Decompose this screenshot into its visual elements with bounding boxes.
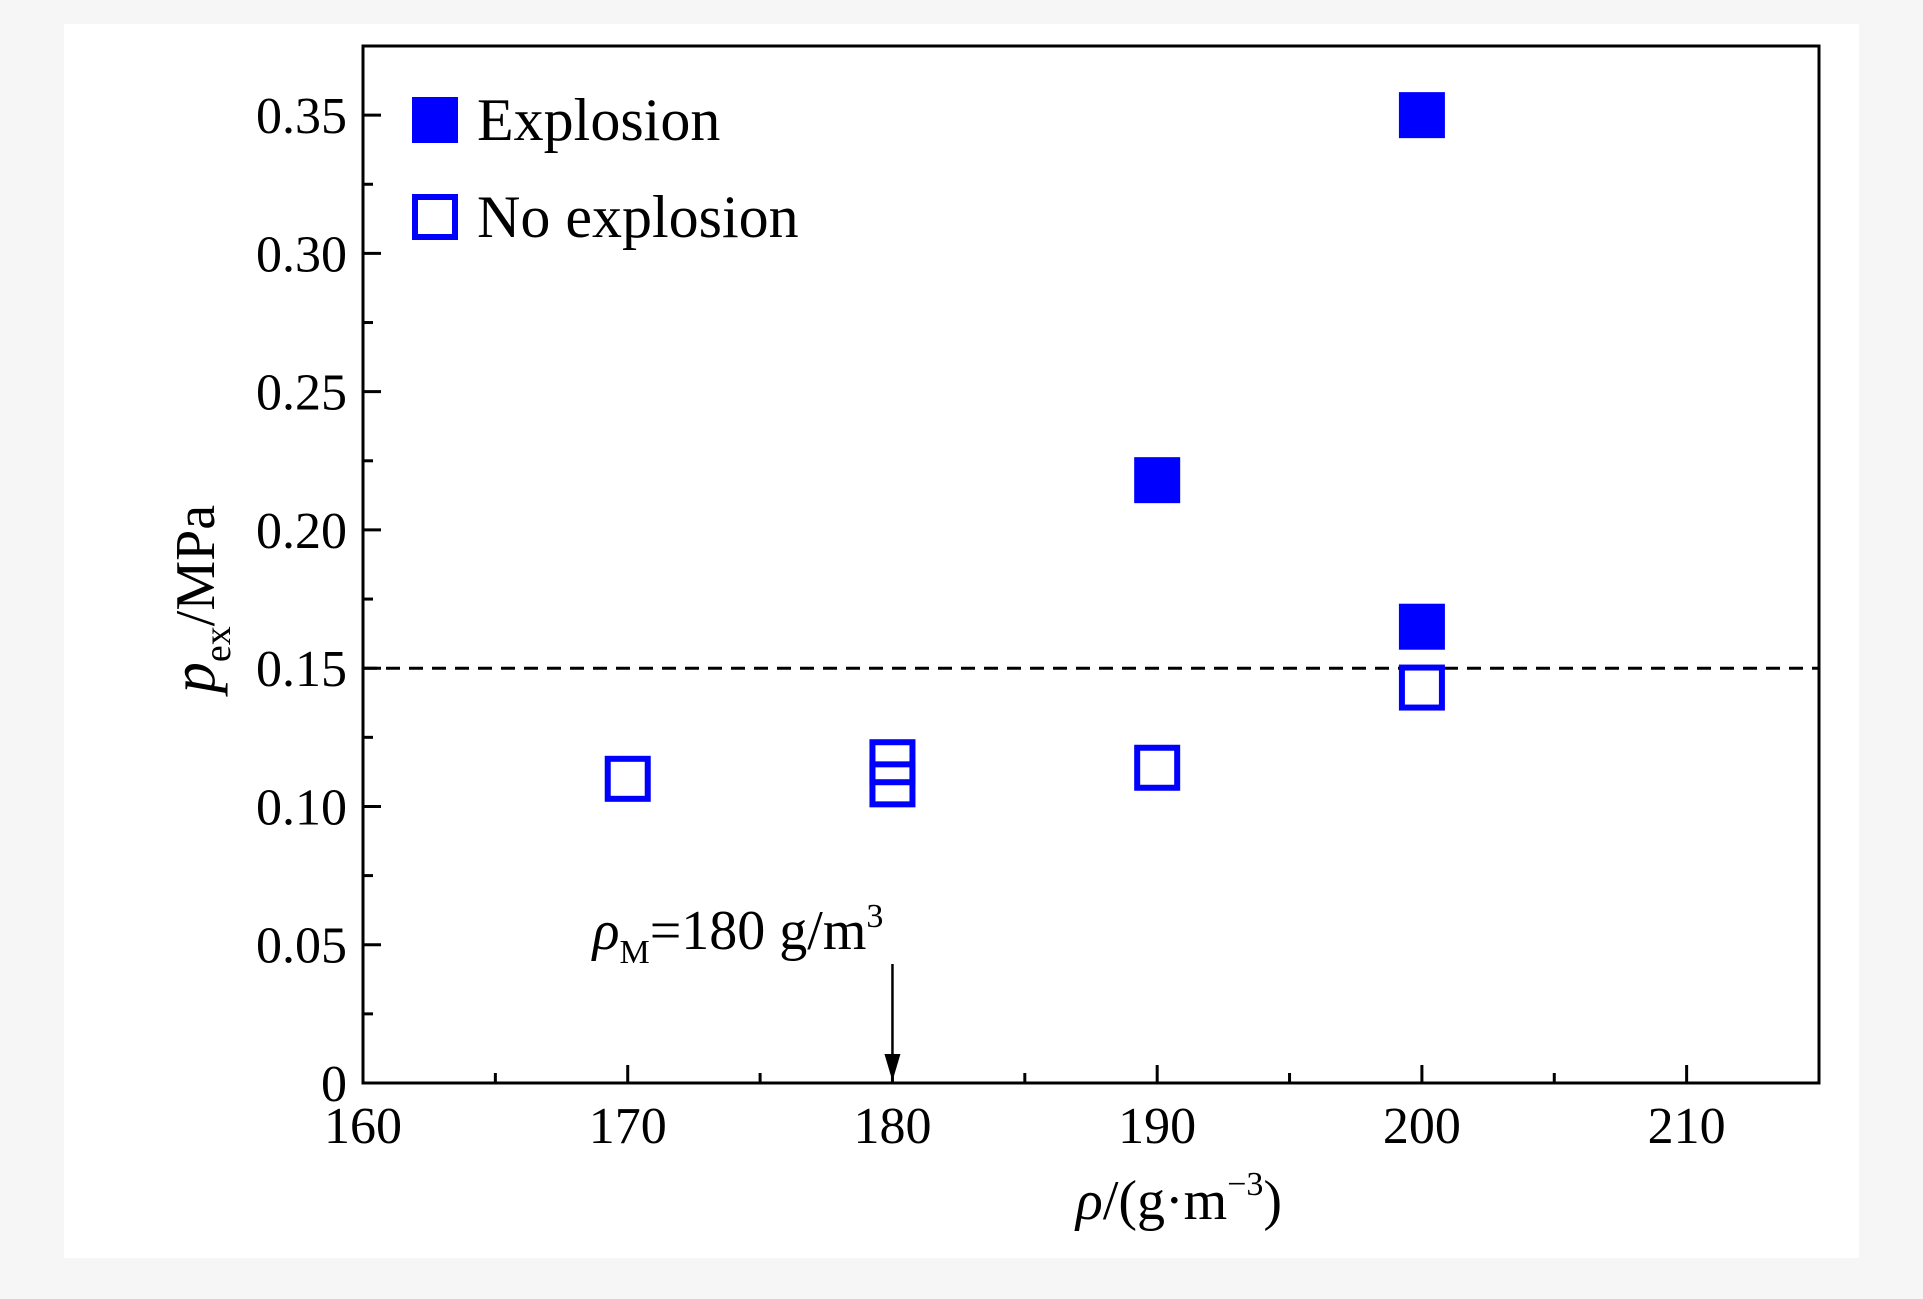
x-tick-label: 180	[853, 1098, 931, 1155]
legend-label: Explosion	[477, 87, 720, 153]
explosion-point	[1398, 92, 1445, 139]
y-tick-label: 0.20	[256, 503, 347, 560]
y-tick-label: 0	[321, 1056, 347, 1113]
y-axis-unit: /MPa	[165, 505, 227, 626]
x-tick-label: 160	[324, 1098, 402, 1155]
annotation-value: =180 g/m	[650, 900, 867, 962]
x-axis-symbol: ρ	[1074, 1170, 1103, 1232]
plot-frame	[361, 44, 1821, 1085]
no-explosion-point	[869, 739, 916, 786]
plot-layer: 160 170 180 190 200 210 0 0.05 0.10 0.15 0.20 0.25 0…	[256, 44, 1821, 1155]
y-tick-label: 0.10	[256, 779, 347, 836]
no-explosion-point	[1398, 664, 1445, 711]
legend-marker-filled	[412, 97, 458, 143]
annotation-arrow-head	[884, 1054, 901, 1081]
x-tick-label: 170	[589, 1098, 667, 1155]
y-tick-label: 0.35	[256, 88, 347, 145]
annotation-superscript: 3	[866, 898, 883, 935]
x-tick-label: 210	[1648, 1098, 1726, 1155]
x-axis-close-paren: )	[1263, 1170, 1282, 1232]
explosion-point	[1398, 603, 1445, 650]
y-axis-symbol: p	[160, 662, 228, 697]
no-explosion-point	[604, 755, 651, 802]
legend-label: No explosion	[477, 184, 799, 250]
x-tick-label: 190	[1118, 1098, 1196, 1155]
y-axis-title: pex/MPa	[160, 505, 239, 697]
y-axis-subscript: ex	[197, 626, 239, 662]
y-tick-label: 0.15	[256, 641, 347, 698]
x-axis-title: ρ/(g·m−3)	[1074, 1166, 1282, 1232]
no-explosion-point	[1134, 744, 1181, 791]
y-tick-label: 0.05	[256, 918, 347, 975]
annotation-subscript: M	[619, 934, 649, 971]
scatter-chart: 160 170 180 190 200 210 0 0.05 0.10 0.15 0.20 0.25 0…	[160, 44, 1821, 1232]
explosion-point	[1134, 457, 1181, 504]
x-tick-label: 200	[1383, 1098, 1461, 1155]
annotation-symbol: ρ	[591, 900, 620, 962]
y-tick-label: 0.30	[256, 226, 347, 283]
x-axis-unit: /(g·m	[1103, 1170, 1227, 1232]
y-tick-label: 0.25	[256, 365, 347, 422]
annotation-label: ρM=180 g/m3	[591, 898, 884, 971]
x-axis-superscript: −3	[1227, 1166, 1263, 1203]
chart-card: 160 170 180 190 200 210 0 0.05 0.10 0.15 0.20 0.25 0…	[64, 24, 1859, 1258]
legend-marker-open	[412, 194, 458, 240]
